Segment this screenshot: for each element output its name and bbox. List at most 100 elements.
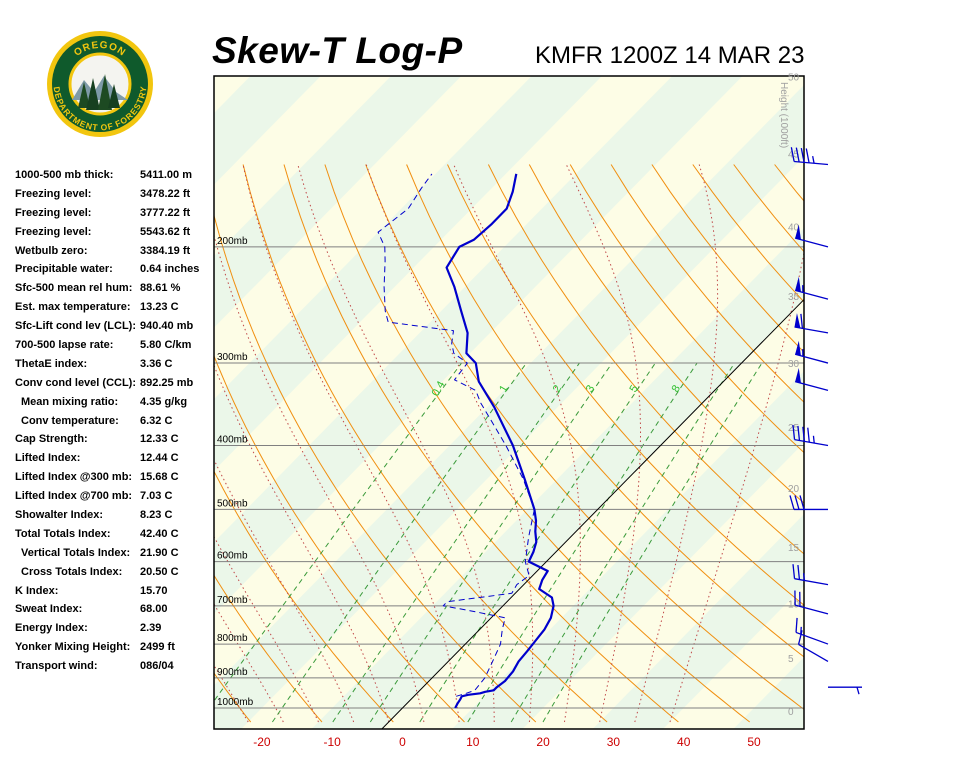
index-row: Sfc-500 mean rel hum: 88.61 % — [15, 282, 205, 301]
wind-barb — [795, 617, 829, 645]
barb-pennant — [795, 368, 801, 384]
index-label: Conv temperature: — [21, 414, 119, 427]
oregon-department-of-forestry-logo: OREGON DEPARTMENT OF FORESTRY — [47, 31, 153, 137]
mixing-ratio-line — [467, 362, 698, 723]
index-value: 7.03 C — [140, 490, 173, 503]
pressure-label: 200mb — [217, 236, 248, 247]
barb-staff — [794, 380, 829, 391]
index-label: Vertical Totals Index: — [21, 546, 131, 559]
height-tick-label: 50 — [788, 72, 800, 83]
isotherm-band — [0, 76, 180, 729]
pressure-label: 800mb — [217, 633, 248, 644]
mixing-ratio-line — [510, 362, 735, 723]
index-row: Lifted Index: 12.44 C — [15, 452, 205, 471]
x-tick-label: 0 — [399, 735, 406, 749]
barb-staff — [798, 643, 829, 663]
isotherm-band — [452, 371, 804, 729]
index-label: Wetbulb zero: — [15, 244, 88, 257]
barb-flag — [789, 495, 795, 510]
x-tick-label: 20 — [536, 735, 550, 749]
wind-barb — [794, 340, 829, 364]
pressure-label: 900mb — [217, 667, 248, 678]
height-tick-label: 20 — [788, 484, 800, 495]
barb-flag — [800, 313, 804, 329]
index-label: Cross Totals Index: — [21, 565, 123, 578]
height-axis-title: Height (1000ft) — [778, 82, 789, 148]
index-value: 15.68 C — [140, 471, 179, 484]
plot-area — [0, 76, 960, 729]
index-row: K Index: 15.70 — [15, 585, 205, 604]
barb-flag — [799, 495, 805, 510]
moist-adiabat — [3, 165, 178, 723]
index-label: Lifted Index @300 mb: — [15, 471, 133, 484]
wind-barb — [794, 368, 829, 391]
isotherm-band — [592, 514, 804, 729]
barb-staff — [794, 578, 829, 586]
index-value: 3777.22 ft — [140, 206, 191, 219]
pressure-label: 400mb — [217, 434, 248, 445]
x-tick-label: 40 — [677, 735, 691, 749]
index-label: Total Totals Index: — [15, 527, 111, 540]
plot-frame — [213, 75, 805, 730]
index-label: ThetaE index: — [15, 357, 88, 370]
index-label: 1000-500 mb thick: — [15, 169, 114, 181]
barb-half-flag — [856, 687, 860, 695]
index-value: 88.61 % — [140, 282, 181, 295]
index-value: 8.23 C — [140, 509, 173, 522]
barb-staff — [794, 289, 829, 300]
dry-adiabat — [938, 165, 960, 723]
index-value: 5.80 C/km — [140, 339, 192, 352]
barb-flag — [794, 495, 800, 510]
index-label: Lifted Index @700 mb: — [15, 490, 133, 503]
index-row: Est. max temperature: 13.23 C — [15, 301, 205, 320]
index-value: 5411.00 m — [140, 169, 192, 181]
index-value: 3384.19 ft — [140, 244, 191, 257]
x-tick-label: 10 — [466, 735, 480, 749]
index-row: Lifted Index @300 mb: 15.68 C — [15, 471, 205, 490]
index-row: Lifted Index @700 mb: 7.03 C — [15, 490, 205, 509]
index-label: K Index: — [15, 584, 59, 597]
dry-adiabat — [897, 165, 960, 723]
pressure-label: 700mb — [217, 595, 248, 606]
index-label: Sfc-Lift cond lev (LCL): — [15, 320, 136, 333]
barb-staff — [795, 631, 829, 645]
barb-pennant — [795, 340, 801, 356]
index-value: 2499 ft — [140, 641, 175, 654]
height-tick-label: 0 — [788, 707, 794, 718]
barb-flag — [795, 617, 798, 633]
height-tick-label: 15 — [788, 543, 800, 554]
index-label: Showalter Index: — [15, 509, 104, 522]
mixing-ratio-line — [214, 362, 462, 702]
wind-barb — [789, 495, 828, 511]
index-label: Transport wind: — [15, 660, 98, 673]
dry-adiabat — [856, 165, 960, 723]
barb-staff — [794, 438, 829, 447]
isotherm-band — [214, 76, 743, 614]
index-label: Freezing level: — [15, 206, 92, 219]
mixing-ratio-label: 5 — [627, 383, 640, 394]
barb-flag — [792, 564, 796, 579]
index-value: 4.35 g/kg — [140, 395, 188, 408]
isotherm-band — [733, 657, 804, 729]
index-label: Mean mixing ratio: — [21, 395, 119, 408]
barb-half-flag — [812, 155, 815, 164]
index-value: 0.64 inches — [140, 263, 200, 276]
index-row: Transport wind: 086/04 — [15, 660, 205, 679]
barb-staff — [794, 160, 829, 166]
index-row: Showalter Index: 8.23 C — [15, 509, 205, 528]
height-tick-label: 10 — [788, 600, 800, 611]
index-row: Conv temperature: 6.32 C — [15, 415, 205, 434]
barb-flag — [797, 564, 801, 580]
barb-staff — [794, 237, 829, 248]
index-row: Sweat Index: 68.00 — [15, 603, 205, 622]
index-value: 20.50 C — [140, 565, 179, 578]
index-row: Sfc-Lift cond lev (LCL): 940.40 mb — [15, 320, 205, 339]
dry-adiabat — [816, 165, 960, 723]
index-row: Freezing level: 3478.22 ft — [15, 188, 205, 207]
isotherm-band — [0, 76, 40, 729]
index-label: Sweat Index: — [15, 603, 83, 616]
dewpoint-profile — [377, 173, 535, 697]
height-tick-label: 5 — [788, 654, 794, 665]
mixing-ratio-label: 8 — [670, 383, 683, 394]
